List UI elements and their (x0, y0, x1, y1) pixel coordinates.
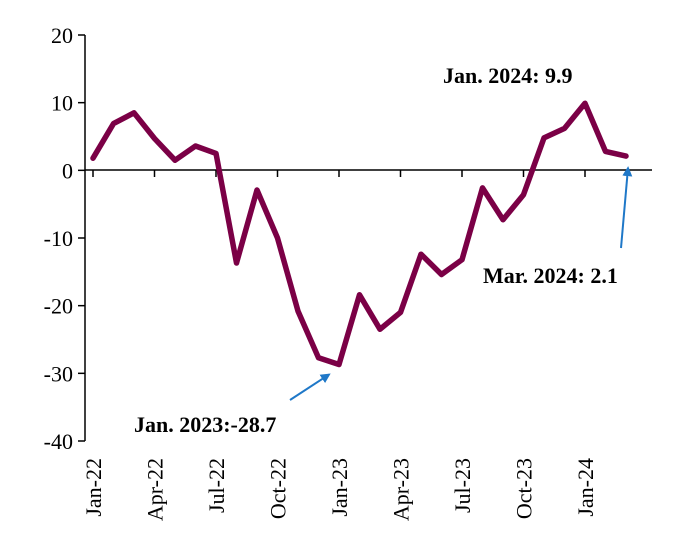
annotation-label: Mar. 2024: 2.1 (483, 263, 618, 288)
series-line (90, 100, 629, 368)
x-tick-label: Oct-23 (512, 458, 537, 519)
annotation-arrow (620, 166, 633, 249)
y-tick-label: -30 (44, 361, 73, 386)
y-tick-label: -40 (44, 429, 73, 454)
series-group (90, 100, 629, 368)
x-tick-label: Oct-22 (266, 458, 291, 519)
y-tick-label: 0 (62, 158, 73, 183)
x-tick-label: Jul-23 (450, 458, 475, 513)
annotations: Jan. 2024: 9.9 Mar. 2024: 2.1 Jan. 2023:-2… (134, 63, 633, 437)
x-tick-label: Jan-24 (573, 458, 598, 517)
annotation-label: Jan. 2023:-28.7 (134, 412, 276, 437)
x-tick-label: Jan-23 (327, 458, 352, 517)
x-tick-label: Jul-22 (204, 458, 229, 513)
annotation-arrow (289, 373, 331, 401)
x-tick-label: Apr-23 (389, 458, 414, 521)
y-tick-label: -10 (44, 226, 73, 251)
x-axis: Jan-22 Apr-22 Jul-22 Oct-22 Jan-23 Apr-23 Jul-… (81, 169, 652, 521)
y-axis: 20 10 0 -10 -20 -30 -40 (44, 23, 86, 454)
y-tick-label: 20 (51, 23, 73, 48)
y-tick-label: -20 (44, 294, 73, 319)
y-tick-label: 10 (51, 91, 73, 116)
x-tick-label: Jan-22 (81, 458, 106, 517)
x-tick-label: Apr-22 (143, 458, 168, 521)
annotation-label: Jan. 2024: 9.9 (443, 63, 573, 88)
